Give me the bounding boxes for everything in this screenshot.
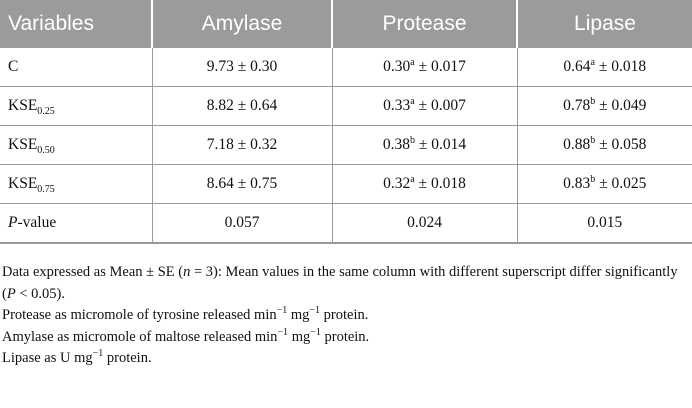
- row-label: KSE0.75: [0, 164, 153, 204]
- header-variables: Variables: [0, 0, 153, 48]
- amylase-pvalue: 0.057: [152, 203, 333, 244]
- table-row: KSE0.25 8.82 ± 0.64 0.33a ± 0.007 0.78b …: [0, 86, 692, 126]
- table-footnotes: Data expressed as Mean ± SE (n = 3): Mea…: [2, 262, 690, 370]
- row-label: C: [0, 48, 153, 87]
- row-label: KSE0.25: [0, 86, 153, 126]
- table-row: KSE0.50 7.18 ± 0.32 0.38b ± 0.014 0.88b …: [0, 125, 692, 165]
- footnote-protease-unit: Protease as micromole of tyrosine releas…: [2, 305, 369, 324]
- amylase-cell: 9.73 ± 0.30: [152, 48, 333, 87]
- amylase-cell: 7.18 ± 0.32: [152, 125, 333, 165]
- amylase-cell: 8.64 ± 0.75: [152, 164, 333, 204]
- header-protease: Protease: [332, 0, 518, 48]
- footnote-amylase-unit: Amylase as micromole of maltose released…: [2, 326, 370, 345]
- footnote-significance: Data expressed as Mean ± SE (n = 3): Mea…: [2, 264, 678, 302]
- row-label: KSE0.50: [0, 125, 153, 165]
- protease-cell: 0.32a ± 0.018: [332, 164, 518, 204]
- protease-pvalue: 0.024: [332, 203, 518, 244]
- amylase-cell: 8.82 ± 0.64: [152, 86, 333, 126]
- lipase-cell: 0.88b ± 0.058: [517, 125, 692, 165]
- lipase-pvalue: 0.015: [517, 203, 692, 244]
- pvalue-label: P-value: [0, 203, 153, 244]
- protease-cell: 0.38b ± 0.014: [332, 125, 518, 165]
- protease-cell: 0.30a ± 0.017: [332, 48, 518, 87]
- header-lipase: Lipase: [517, 0, 692, 48]
- table-row: C 9.73 ± 0.30 0.30a ± 0.017 0.64a ± 0.01…: [0, 48, 692, 87]
- pvalue-row: P-value 0.057 0.024 0.015: [0, 203, 692, 244]
- protease-cell: 0.33a ± 0.007: [332, 86, 518, 126]
- table-row: KSE0.75 8.64 ± 0.75 0.32a ± 0.018 0.83b …: [0, 164, 692, 204]
- lipase-cell: 0.64a ± 0.018: [517, 48, 692, 87]
- lipase-cell: 0.78b ± 0.049: [517, 86, 692, 126]
- footnote-lipase-unit: Lipase as U mg−1 protein.: [2, 348, 152, 367]
- enzyme-table-container: Variables Amylase Protease Lipase C 9.73…: [0, 0, 692, 244]
- lipase-cell: 0.83b ± 0.025: [517, 164, 692, 204]
- enzyme-activity-table: Variables Amylase Protease Lipase C 9.73…: [0, 0, 692, 244]
- header-amylase: Amylase: [152, 0, 333, 48]
- table-header-row: Variables Amylase Protease Lipase: [0, 0, 692, 48]
